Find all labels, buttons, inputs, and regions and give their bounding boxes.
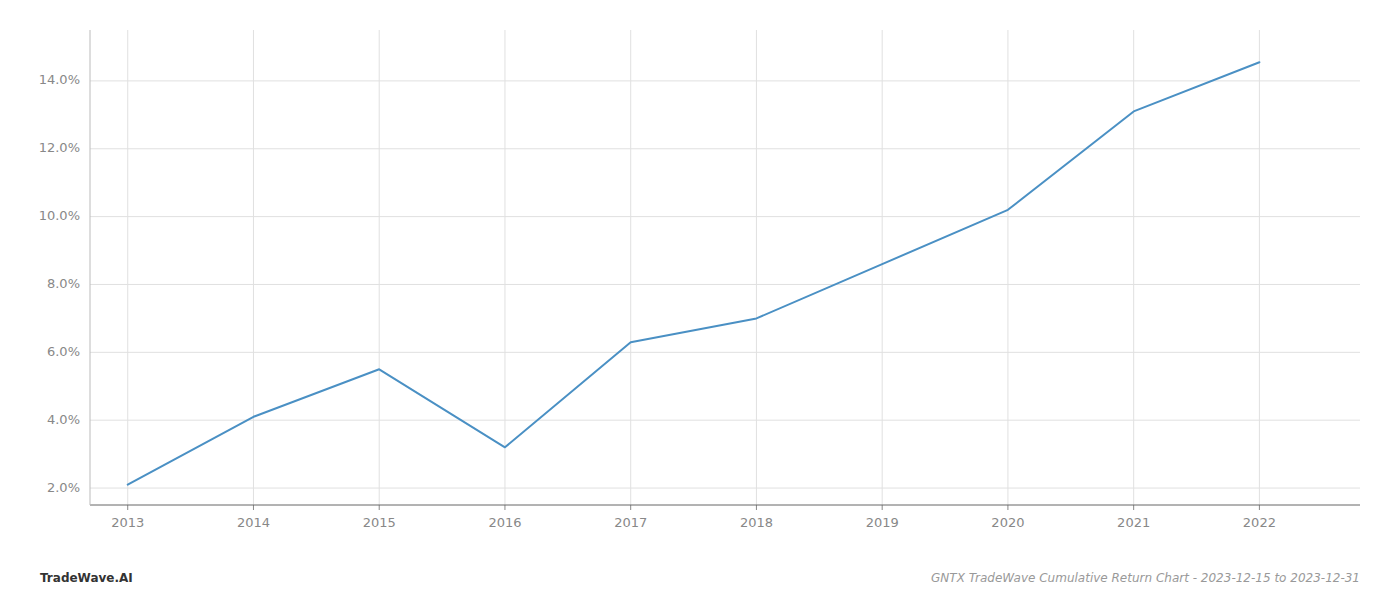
x-tick-label: 2015 <box>363 515 396 530</box>
x-grid-line <box>1259 30 1260 505</box>
x-tick-label: 2014 <box>237 515 270 530</box>
y-tick-label: 4.0% <box>47 412 80 427</box>
x-tick-label: 2013 <box>111 515 144 530</box>
x-grid-line <box>253 30 254 505</box>
y-grid-line <box>90 352 1360 353</box>
x-grid-line <box>630 30 631 505</box>
axes: 2.0% 4.0% 6.0% 8.0% 10.0% 12.0% 14.0% 2013 2014 2… <box>39 30 1360 530</box>
chart-svg: 2.0% 4.0% 6.0% 8.0% 10.0% 12.0% 14.0% 2013 2014 2… <box>0 0 1400 600</box>
data-line <box>128 62 1260 484</box>
x-grid-line <box>504 30 505 505</box>
x-tick <box>127 505 128 510</box>
x-tick <box>1007 505 1008 510</box>
y-tick-label: 14.0% <box>39 72 80 87</box>
background <box>0 0 1400 600</box>
x-tick-label: 2019 <box>866 515 899 530</box>
x-tick-label: 2016 <box>488 515 521 530</box>
chart-container: 2.0% 4.0% 6.0% 8.0% 10.0% 12.0% 14.0% 2013 2014 2… <box>0 0 1400 600</box>
x-tick <box>253 505 254 510</box>
y-grid-line <box>90 488 1360 489</box>
x-grid-line <box>756 30 757 505</box>
y-axis-line <box>90 30 91 505</box>
x-tick-label: 2021 <box>1117 515 1150 530</box>
y-tick-label: 12.0% <box>39 140 80 155</box>
y-tick-label: 8.0% <box>47 276 80 291</box>
y-grid-line <box>90 80 1360 81</box>
grid <box>90 30 1360 505</box>
title: GNTX TradeWave Cumulative Return Chart -… <box>931 571 1360 585</box>
y-tick-label: 10.0% <box>39 208 80 223</box>
x-tick <box>882 505 883 510</box>
y-grid-line <box>90 148 1360 149</box>
x-grid-line <box>1133 30 1134 505</box>
x-tick <box>379 505 380 510</box>
x-grid-line <box>882 30 883 505</box>
y-grid-line <box>90 216 1360 217</box>
y-grid-line <box>90 420 1360 421</box>
x-tick <box>504 505 505 510</box>
y-tick-label: 2.0% <box>47 480 80 495</box>
x-tick-label: 2022 <box>1243 515 1276 530</box>
y-tick-label: 6.0% <box>47 344 80 359</box>
plot-area <box>128 62 1260 484</box>
watermark: TradeWave.AI <box>40 571 133 585</box>
x-tick <box>1133 505 1134 510</box>
x-grid-line <box>1007 30 1008 505</box>
y-grid-line <box>90 284 1360 285</box>
x-tick-label: 2018 <box>740 515 773 530</box>
x-tick <box>756 505 757 510</box>
x-grid-line <box>379 30 380 505</box>
x-tick <box>1259 505 1260 510</box>
x-tick-label: 2017 <box>614 515 647 530</box>
footer: GNTX TradeWave Cumulative Return Chart -… <box>40 571 1360 585</box>
x-axis-line <box>90 505 1360 506</box>
x-grid-line <box>127 30 128 505</box>
x-tick-label: 2020 <box>991 515 1024 530</box>
x-tick <box>630 505 631 510</box>
